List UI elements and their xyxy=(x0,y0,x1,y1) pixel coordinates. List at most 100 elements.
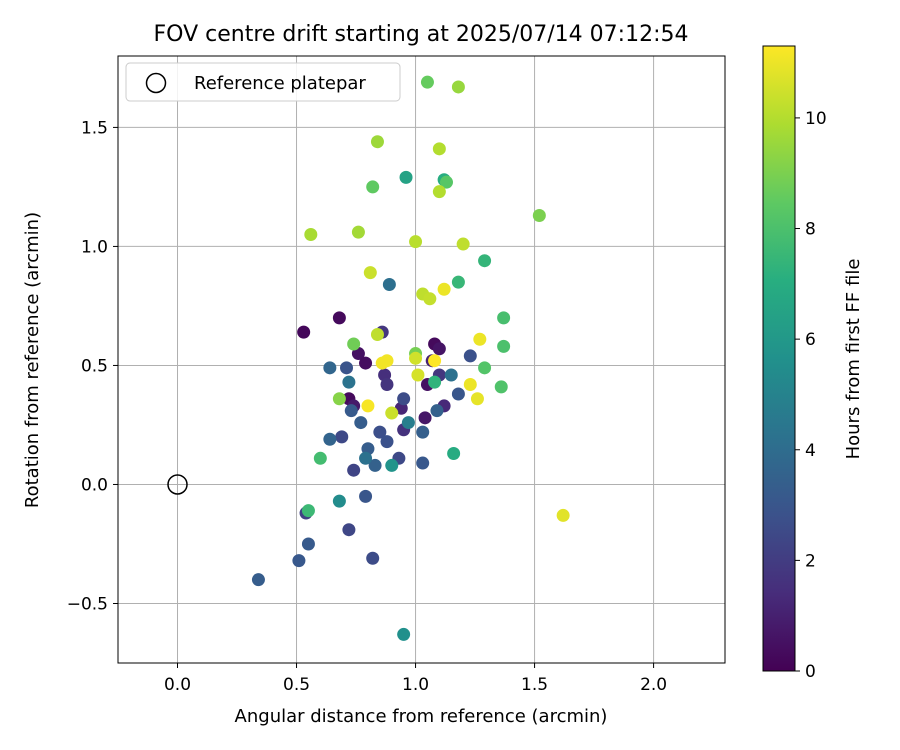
colorbar-ticks: 0 2 4 6 8 10 xyxy=(795,109,827,682)
y-axis-label: Rotation from reference (arcmin) xyxy=(22,212,43,508)
data-point xyxy=(351,225,365,239)
legend: Reference platepar xyxy=(125,62,401,102)
colorbar-tick-label: 6 xyxy=(805,330,816,350)
data-point xyxy=(451,80,465,94)
data-point xyxy=(447,447,461,461)
colorbar-tick-label: 8 xyxy=(805,220,816,240)
data-point xyxy=(347,463,361,477)
colorbar-tick-label: 0 xyxy=(805,662,816,682)
data-point xyxy=(532,208,546,222)
data-point xyxy=(451,387,465,401)
data-point xyxy=(323,361,337,375)
data-point xyxy=(347,337,361,351)
data-point xyxy=(463,349,477,363)
y-tick-label: 1.5 xyxy=(81,118,108,138)
x-tick-label: 1.5 xyxy=(521,675,548,695)
data-point xyxy=(354,416,368,430)
data-point xyxy=(399,170,413,184)
data-point xyxy=(478,254,492,268)
data-point xyxy=(342,523,356,537)
data-point xyxy=(437,282,451,296)
data-point xyxy=(463,377,477,391)
colorbar-tick-label: 4 xyxy=(805,441,816,461)
data-point xyxy=(494,380,508,394)
data-point xyxy=(478,361,492,375)
data-point xyxy=(439,175,453,189)
data-point xyxy=(373,425,387,439)
data-point xyxy=(251,573,265,587)
data-point xyxy=(556,508,570,522)
colorbar-tick-label: 2 xyxy=(805,551,816,571)
data-point xyxy=(359,451,373,465)
data-point xyxy=(432,142,446,156)
data-point xyxy=(359,356,373,370)
data-point xyxy=(432,342,446,356)
data-point xyxy=(497,339,511,353)
colorbar-tick-label: 10 xyxy=(805,109,827,129)
data-point xyxy=(370,135,384,149)
legend-label: Reference platepar xyxy=(194,73,366,94)
colorbar-label: Hours from first FF file xyxy=(843,259,864,460)
data-point xyxy=(380,354,394,368)
x-tick-label: 2.0 xyxy=(640,675,667,695)
data-point xyxy=(418,411,432,425)
grid-lines xyxy=(118,56,725,663)
x-axis-ticks: 0.0 0.5 1.0 1.5 2.0 xyxy=(164,663,667,695)
y-tick-label: 0.5 xyxy=(81,356,108,376)
x-tick-label: 1.0 xyxy=(402,675,429,695)
data-point xyxy=(361,399,375,413)
data-point xyxy=(470,392,484,406)
data-point xyxy=(411,368,425,382)
data-point xyxy=(313,451,327,465)
data-point xyxy=(416,456,430,470)
data-point xyxy=(444,368,458,382)
data-point xyxy=(340,361,354,375)
data-point xyxy=(323,432,337,446)
data-point xyxy=(401,416,415,430)
y-axis-ticks: −0.5 0.0 0.5 1.0 1.5 xyxy=(67,118,118,614)
data-point xyxy=(423,292,437,306)
data-point xyxy=(332,311,346,325)
data-point xyxy=(397,627,411,641)
data-point xyxy=(380,435,394,449)
data-point xyxy=(397,392,411,406)
data-point xyxy=(332,494,346,508)
data-point xyxy=(428,375,442,389)
data-points xyxy=(167,75,570,641)
chart-title: FOV centre drift starting at 2025/07/14 … xyxy=(154,22,689,47)
data-point xyxy=(301,537,315,551)
data-point xyxy=(332,392,346,406)
data-point xyxy=(456,237,470,251)
data-point xyxy=(409,351,423,365)
data-point xyxy=(301,504,315,518)
data-point xyxy=(385,406,399,420)
colorbar-gradient xyxy=(762,45,796,672)
data-point xyxy=(297,325,311,339)
data-point xyxy=(342,375,356,389)
data-point xyxy=(430,404,444,418)
data-point xyxy=(473,332,487,346)
legend-marker-icon xyxy=(145,72,167,94)
x-tick-label: 0.0 xyxy=(164,675,191,695)
data-point xyxy=(451,275,465,289)
data-point xyxy=(370,328,384,342)
data-point xyxy=(304,228,318,242)
data-point xyxy=(366,180,380,194)
data-point xyxy=(497,311,511,325)
data-point xyxy=(420,75,434,89)
plot-frame xyxy=(117,55,726,664)
data-point xyxy=(385,458,399,472)
data-point xyxy=(335,430,349,444)
legend-box xyxy=(125,62,401,102)
data-point xyxy=(428,354,442,368)
data-point xyxy=(409,235,423,249)
data-point xyxy=(380,377,394,391)
reference-platepar-marker xyxy=(167,474,188,495)
data-point xyxy=(359,489,373,503)
data-point xyxy=(368,458,382,472)
y-tick-label: 0.0 xyxy=(81,475,108,495)
data-point xyxy=(432,185,446,199)
data-point xyxy=(382,278,396,292)
x-axis-label: Angular distance from reference (arcmin) xyxy=(235,706,608,727)
